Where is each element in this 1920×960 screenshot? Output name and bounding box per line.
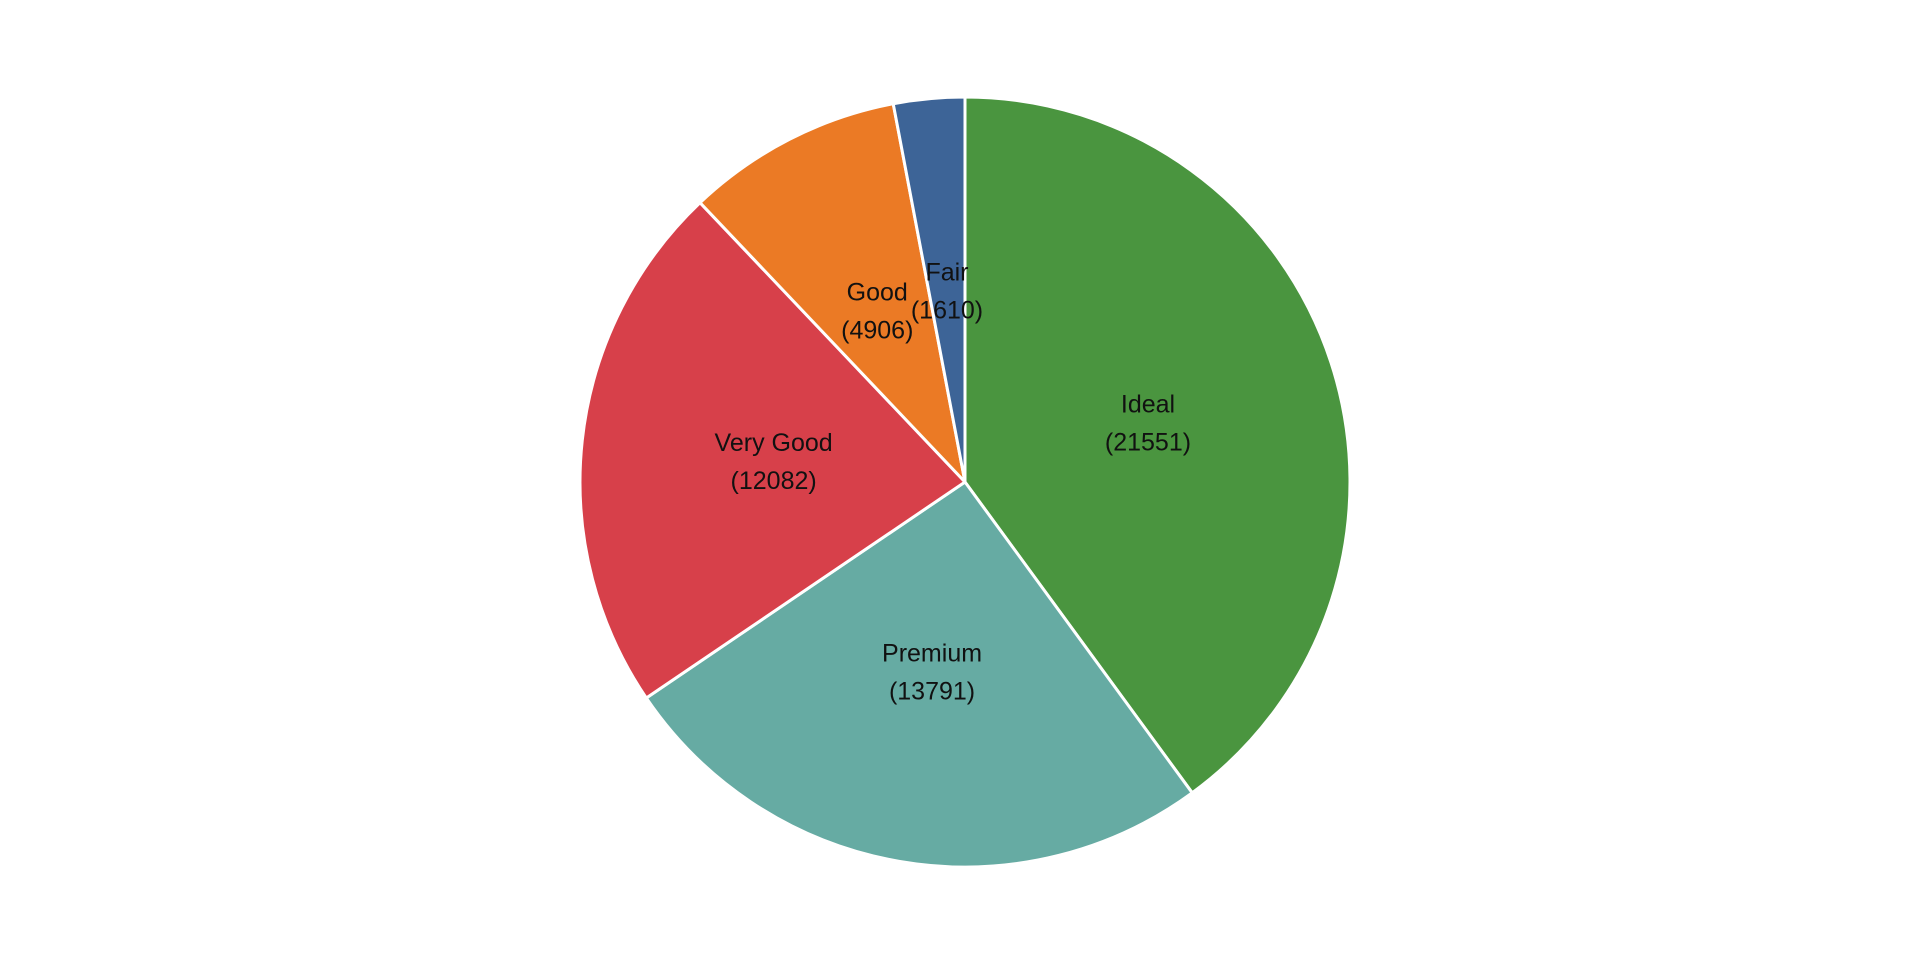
slice-value-ideal: (21551) — [1105, 428, 1191, 456]
pie-slice-very-good — [578, 201, 967, 700]
slice-value-premium: (13791) — [889, 678, 975, 706]
slice-value-good: (4906) — [841, 317, 913, 345]
pie-slice-good — [698, 102, 967, 484]
pie-labels: Ideal (21551) Premium (13791) Very Good (1208… — [715, 258, 1192, 705]
pie-slice-ideal — [963, 95, 1352, 795]
pie-slice-premium — [644, 480, 1194, 869]
slice-label-very-good: Very Good — [715, 429, 833, 457]
slice-label-good: Good — [847, 279, 908, 307]
slice-value-fair: (1610) — [911, 296, 983, 324]
slice-label-premium: Premium — [882, 640, 982, 668]
pie-slices — [578, 95, 1352, 869]
slice-label-fair: Fair — [925, 258, 968, 286]
slice-label-ideal: Ideal — [1121, 390, 1175, 418]
slice-value-very-good: (12082) — [731, 467, 817, 495]
pie-slice-fair — [891, 95, 967, 484]
